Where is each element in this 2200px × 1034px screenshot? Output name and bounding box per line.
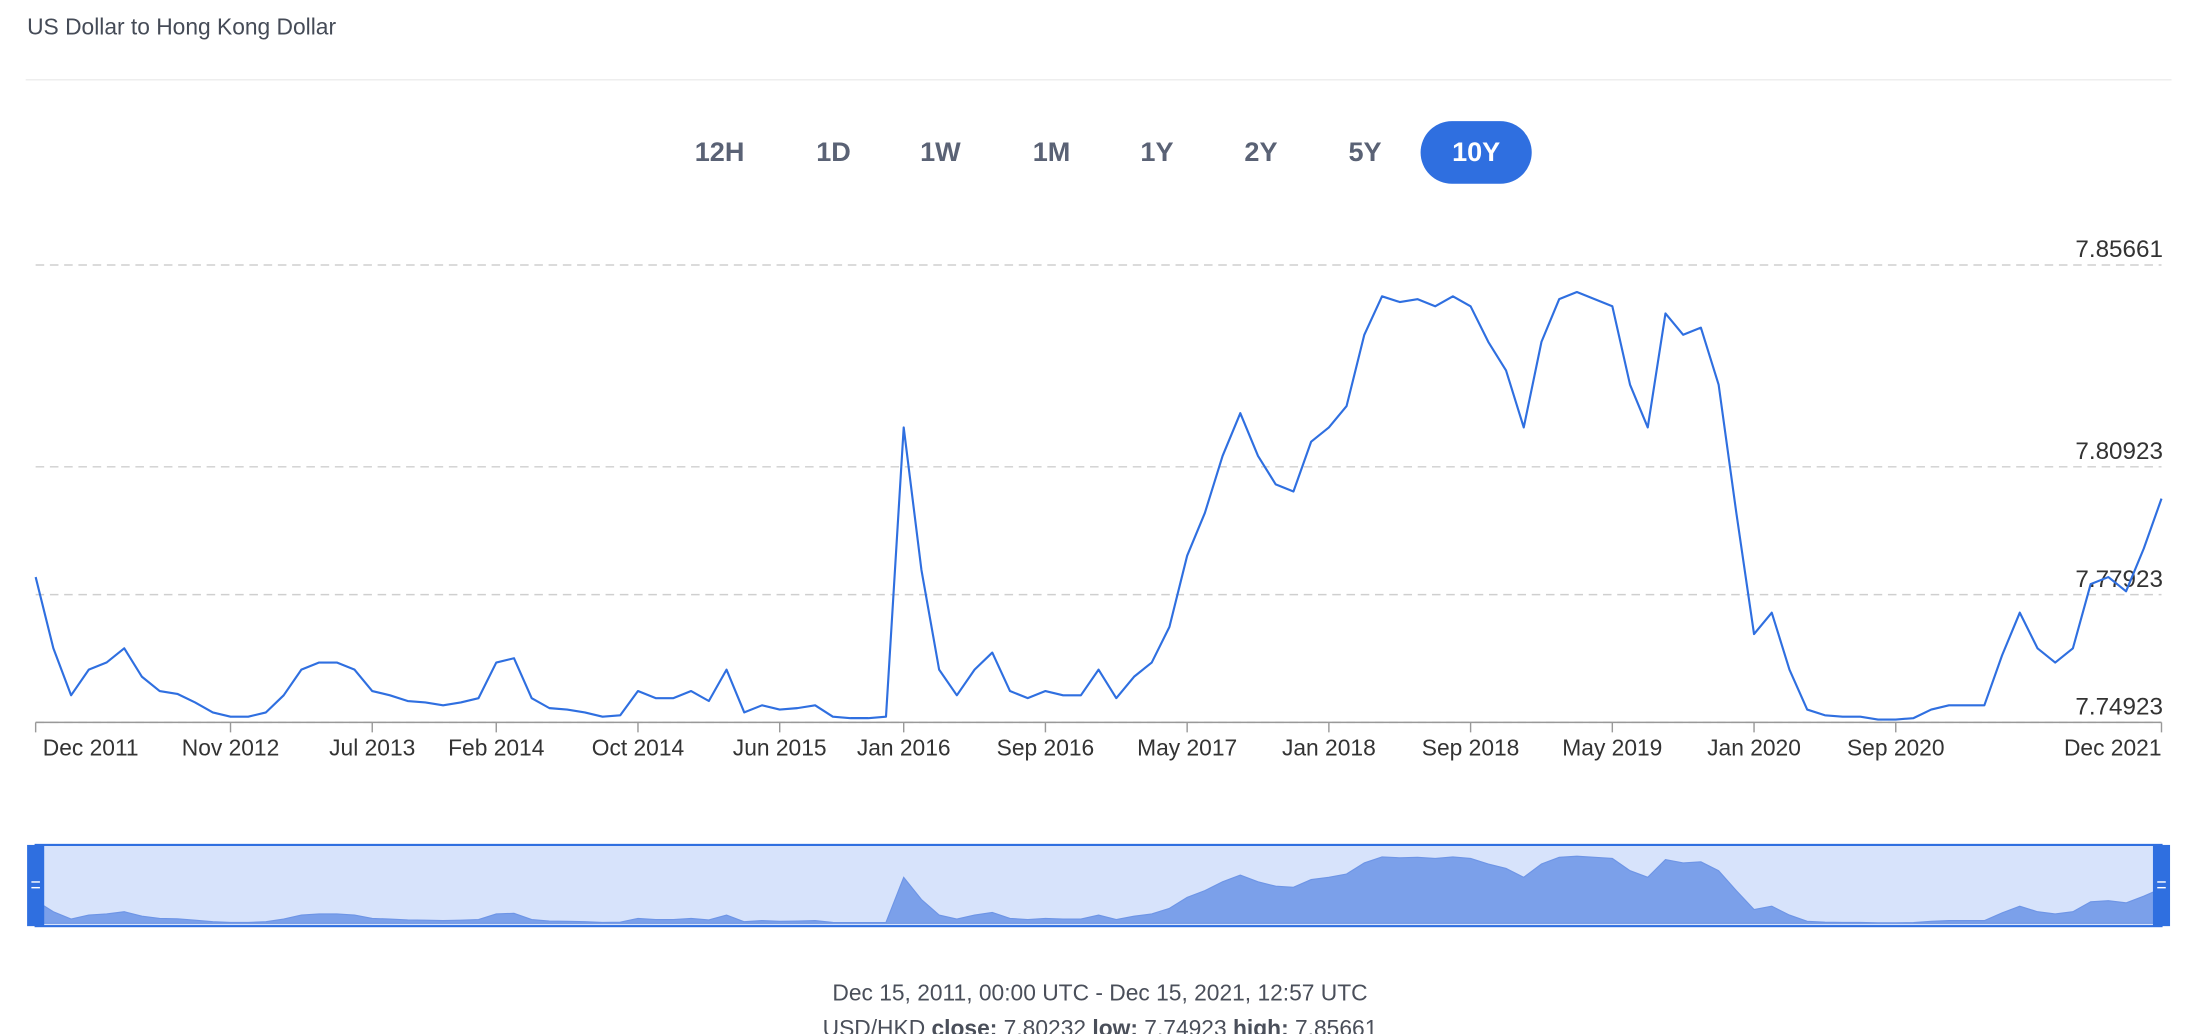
x-tick-label: Sep 2020	[1847, 734, 1945, 760]
x-tick-label: Nov 2012	[182, 734, 280, 760]
range-label[interactable]: 5Y	[1348, 136, 1381, 167]
x-tick-label: Jan 2018	[1282, 734, 1376, 760]
stat-label: close:	[932, 1015, 998, 1034]
range-button[interactable]: 1W	[920, 136, 961, 167]
stat-value: 7.74923	[1144, 1015, 1226, 1034]
navigator-window[interactable]	[34, 843, 2163, 928]
handle-body[interactable]	[27, 844, 45, 927]
y-tick-label: 7.74923	[2075, 694, 2163, 721]
page-title: US Dollar to Hong Kong Dollar	[27, 14, 336, 40]
range-button[interactable]: 1Y	[1140, 136, 1173, 167]
stat-label: low:	[1092, 1015, 1138, 1034]
range-label[interactable]: 1Y	[1140, 136, 1173, 167]
pair: USD/HKD	[823, 1015, 926, 1034]
range-label[interactable]: 12H	[695, 136, 745, 167]
navigator-area	[35, 855, 2163, 924]
range-button[interactable]: 12H	[695, 136, 745, 167]
range-button[interactable]: 5Y	[1348, 136, 1381, 167]
x-tick-label: Oct 2014	[592, 734, 684, 760]
range-label[interactable]: 2Y	[1244, 136, 1277, 167]
range-label[interactable]: 1W	[920, 136, 961, 167]
x-tick-label: Jun 2015	[733, 734, 827, 760]
x-tick-label: May 2019	[1562, 734, 1662, 760]
range-button[interactable]: 2Y	[1244, 136, 1277, 167]
x-tick-label: Sep 2018	[1422, 734, 1520, 760]
y-tick-label: 7.85661	[2075, 236, 2163, 263]
range-button[interactable]: 1D	[816, 136, 851, 167]
navigator[interactable]	[27, 843, 2171, 928]
range-label[interactable]: 1D	[816, 136, 851, 167]
range-button[interactable]: 10Y	[1420, 121, 1532, 184]
stat-value: 7.80232	[1004, 1015, 1086, 1034]
stat-value: 7.85661	[1295, 1015, 1377, 1034]
range-label[interactable]: 10Y	[1452, 136, 1500, 167]
footer-range: Dec 15, 2011, 00:00 UTC - Dec 15, 2021, …	[832, 980, 1367, 1006]
x-tick-label: Dec 2011	[43, 734, 139, 760]
range-label[interactable]: 1M	[1033, 136, 1071, 167]
stat-label: high:	[1233, 1015, 1289, 1034]
x-tick-label: Feb 2014	[448, 734, 544, 760]
range-selector: 12H 1D 1W 1M 1Y 2Y 5Y 10Y	[695, 121, 1532, 184]
footer-stats: USD/HKD close: 7.80232 low: 7.74923 high…	[823, 1015, 1378, 1034]
active-pill[interactable]	[1420, 121, 1532, 184]
x-tick-label: Sep 2016	[997, 734, 1095, 760]
range-button[interactable]: 1M	[1033, 136, 1071, 167]
navigator-handle[interactable]	[2152, 844, 2171, 927]
x-tick-label: Jan 2020	[1707, 734, 1801, 760]
navigator-handle[interactable]	[27, 844, 45, 927]
price-line	[34, 290, 2163, 721]
handle-body[interactable]	[2152, 844, 2171, 927]
x-tick-label: May 2017	[1137, 734, 1237, 760]
x-tick-label: Jul 2013	[329, 734, 415, 760]
x-tick-label: Jan 2016	[857, 734, 951, 760]
y-tick-label: 7.80923	[2075, 438, 2163, 465]
x-tick-label: Dec 2021	[2064, 734, 2162, 760]
